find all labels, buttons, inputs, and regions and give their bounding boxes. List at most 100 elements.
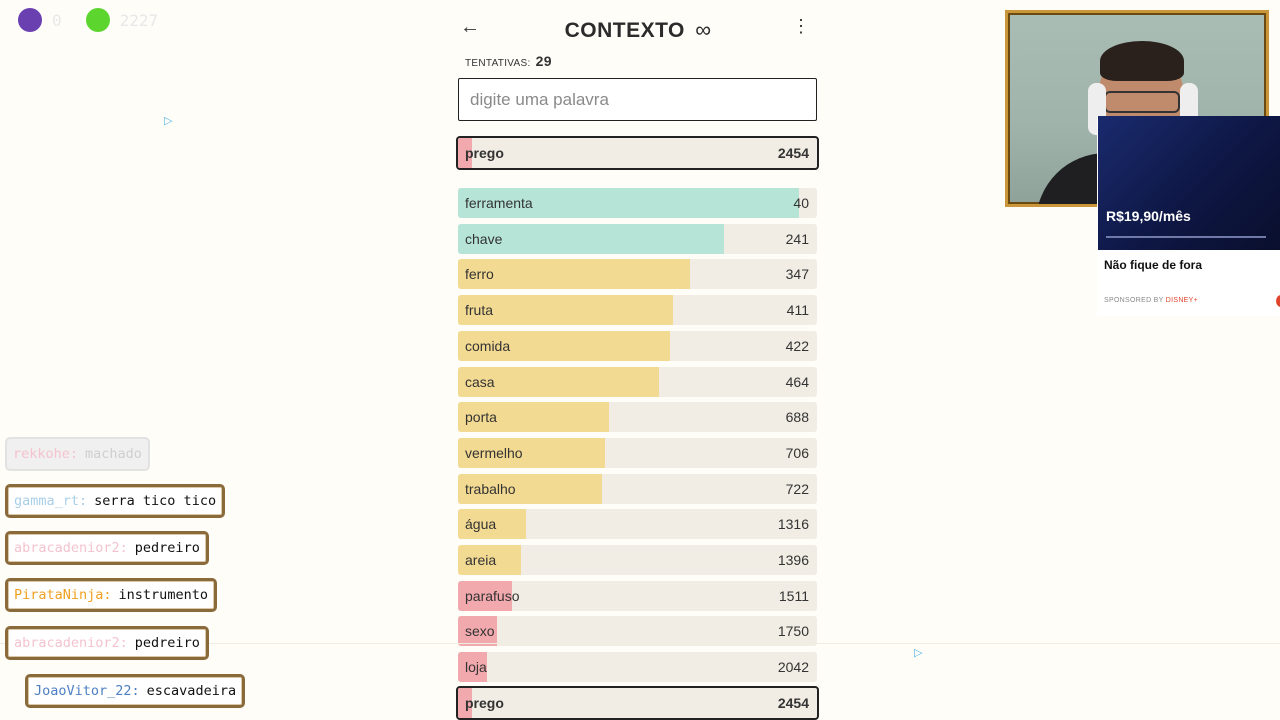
guess-rank: 422	[785, 337, 809, 354]
guess-row: areia 1396	[458, 545, 817, 575]
ad-sponsored-prefix: SPONSORED BY	[1104, 297, 1164, 304]
chat-message: rekkohe: machado	[5, 437, 150, 471]
app-header: ← CONTEXTO ∞ ⋮	[456, 0, 820, 58]
guess-rank: 2042	[777, 659, 809, 676]
guess-rank: 347	[785, 266, 809, 283]
tries-count: 29	[535, 53, 552, 69]
chat-message: PirataNinja: instrumento	[5, 578, 217, 612]
guess-word: casa	[465, 373, 495, 390]
current-guess-rank: 2454	[777, 145, 809, 161]
guess-word: sexo	[465, 623, 495, 640]
guess-rank: 706	[785, 444, 809, 461]
guess-rank: 722	[785, 480, 809, 497]
ad-sponsored-by: SPONSORED BY DISNEY+	[1104, 297, 1198, 304]
ad-card[interactable]: R$19,90/mês Não fique de fora SPONSORED …	[1097, 116, 1280, 316]
guess-similarity-fill	[458, 509, 527, 540]
guess-rank: 688	[785, 409, 809, 426]
guess-similarity-fill	[458, 473, 602, 504]
chat-username: abracadenior2:	[14, 635, 128, 651]
guess-word: ferramenta	[465, 195, 533, 211]
infinity-icon[interactable]: ∞	[695, 17, 712, 42]
ad-choices-icon[interactable]: ▷	[914, 647, 923, 659]
ad-choices-icon[interactable]: ▷	[164, 115, 173, 127]
tries-counter: TENTATIVAS: 29	[465, 53, 552, 69]
guess-rank: 1316	[777, 516, 809, 533]
ad-sponsor: DISNEY+	[1165, 297, 1198, 304]
guess-row: ferro 347	[458, 259, 817, 290]
chat-username: gamma_rt:	[14, 493, 88, 509]
purple-status-count: 0	[52, 10, 62, 30]
chat-message: gamma_rt: serra tico tico	[5, 484, 226, 518]
divider	[0, 643, 1280, 644]
ad-indicator-dot	[1276, 295, 1280, 307]
guess-row: parafuso 1511	[458, 580, 817, 611]
guess-similarity-fill	[458, 437, 606, 468]
guess-word: água	[465, 516, 497, 533]
guess-row: sexo 1750	[458, 616, 817, 647]
guess-row: água 1316	[458, 509, 817, 540]
guess-rank: 1750	[777, 623, 809, 640]
current-guess-fill	[458, 138, 473, 168]
chat-username: JoaoVitor_22:	[34, 683, 140, 699]
chat-text: escavadeira	[146, 683, 237, 699]
guess-similarity-fill	[458, 188, 800, 218]
guess-word: loja	[465, 659, 487, 676]
guess-rank: 40	[793, 195, 809, 211]
chat-text: pedreiro	[134, 540, 200, 556]
guess-similarity-fill	[458, 330, 670, 361]
guess-word: prego	[465, 694, 504, 711]
guess-similarity-fill	[458, 259, 690, 290]
status-indicators: 0 2227	[18, 8, 172, 32]
guess-rank: 1511	[778, 587, 809, 604]
guess-similarity-fill	[458, 295, 674, 326]
guess-similarity-fill	[458, 580, 512, 611]
ad-headline[interactable]: Não fique de fora	[1104, 258, 1203, 272]
page-title: CONTEXTO ∞	[456, 17, 820, 43]
guess-rank: 2454	[777, 694, 809, 711]
guess-word: trabalho	[465, 480, 516, 497]
guess-rank: 241	[785, 230, 809, 247]
guess-row: comida 422	[458, 330, 817, 361]
guess-word: areia	[465, 552, 497, 568]
guess-row: trabalho 722	[458, 473, 817, 504]
arrow-left-icon[interactable]: ←	[460, 16, 480, 38]
tries-label: TENTATIVAS:	[465, 58, 531, 69]
guess-rank: 411	[786, 302, 809, 319]
guess-similarity-fill	[458, 616, 498, 647]
title-text: CONTEXTO	[564, 19, 685, 42]
chat-text: machado	[85, 446, 142, 462]
purple-status-dot	[18, 8, 42, 32]
guess-row: loja 2042	[458, 652, 817, 683]
guess-row: casa 464	[458, 366, 817, 397]
current-guess-row: prego 2454	[456, 136, 819, 170]
streamer-glasses	[1104, 91, 1180, 113]
chat-username: abracadenior2:	[14, 540, 128, 556]
current-guess-row: prego 2454	[456, 685, 819, 720]
word-input[interactable]	[458, 78, 817, 121]
guess-word: fruta	[465, 302, 494, 319]
guess-word: porta	[465, 409, 497, 426]
green-status-dot	[85, 8, 110, 32]
guess-similarity-fill	[458, 223, 724, 254]
streamer-hair	[1100, 41, 1184, 81]
guess-similarity-fill	[458, 366, 660, 397]
guess-similarity-fill	[458, 652, 487, 683]
guess-word: parafuso	[465, 587, 520, 604]
ad-price: R$19,90/mês	[1106, 208, 1191, 224]
guess-similarity-fill	[458, 545, 521, 575]
guess-rank: 1396	[777, 552, 809, 568]
chat-username: PirataNinja:	[14, 587, 112, 603]
guess-row: chave 241	[458, 223, 817, 254]
kebab-menu-icon[interactable]: ⋮	[792, 16, 810, 36]
chat-text: pedreiro	[134, 635, 200, 651]
guess-row: vermelho 706	[458, 437, 817, 468]
chat-message: JoaoVitor_22: escavadeira	[25, 674, 246, 708]
guess-word: ferro	[465, 266, 494, 283]
ad-image[interactable]: R$19,90/mês	[1098, 116, 1280, 250]
chat-message: abracadenior2: pedreiro	[5, 531, 209, 565]
guess-row: ferramenta 40	[458, 188, 817, 218]
contexto-app: ← CONTEXTO ∞ ⋮ TENTATIVAS: 29 prego 2454…	[456, 0, 820, 720]
guess-rank: 464	[785, 373, 809, 390]
chat-username: rekkohe:	[13, 446, 79, 462]
guess-word: chave	[465, 230, 503, 247]
